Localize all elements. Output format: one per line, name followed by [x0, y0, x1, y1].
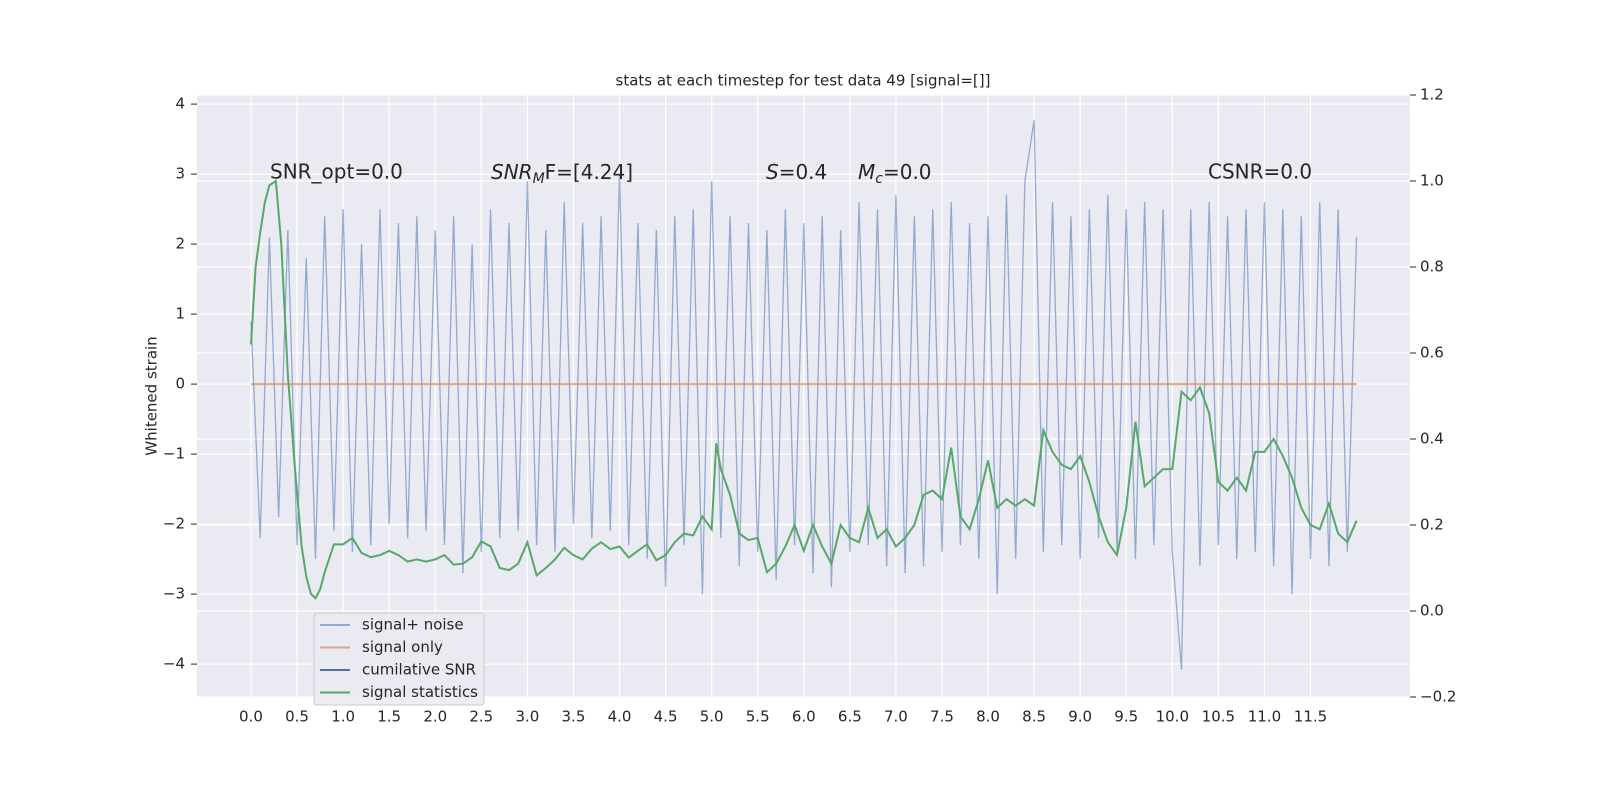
chart-title: stats at each timestep for test data 49 …	[616, 72, 991, 90]
x-tick-label: 8.0	[976, 708, 1000, 726]
x-tick-label: 9.5	[1114, 708, 1138, 726]
y-tick-label: 3	[175, 165, 185, 183]
x-tick-label: 3.0	[515, 708, 539, 726]
x-tick-label: 4.0	[608, 708, 632, 726]
y-tick-label: −2	[163, 515, 185, 533]
y-axis-label: Whitened strain	[143, 336, 161, 455]
x-tick-label: 7.0	[884, 708, 908, 726]
y2-tick-label: 0.4	[1420, 430, 1444, 448]
annotation: CSNR=0.0	[1208, 160, 1312, 184]
x-tick-label: 10.0	[1156, 708, 1189, 726]
y2-tick-label: 0.0	[1420, 602, 1444, 620]
legend-label: signal only	[362, 638, 443, 656]
x-tick-label: 7.5	[930, 708, 954, 726]
y-tick-label: 1	[175, 305, 185, 323]
x-tick-label: 0.0	[239, 708, 263, 726]
y-tick-label: −1	[163, 445, 185, 463]
annotation-base: M	[858, 160, 875, 184]
y-tick-label: 2	[175, 235, 185, 253]
y-tick-label: 0	[175, 375, 185, 393]
annotation-tail: =0.0	[883, 160, 932, 184]
y-tick-label: −3	[163, 585, 185, 603]
x-tick-label: 6.5	[838, 708, 862, 726]
annotation: SNR_opt=0.0	[270, 160, 403, 184]
y2-tick-label: 0.2	[1420, 516, 1444, 534]
y2-tick-label: 1.2	[1420, 86, 1444, 104]
y2-tick-label: −0.2	[1420, 688, 1456, 706]
legend-label: signal+ noise	[362, 616, 464, 634]
y2-tick-label: 0.8	[1420, 258, 1444, 276]
annotation-base: SNR	[491, 160, 533, 184]
legend-label: cumilative SNR	[362, 661, 476, 679]
annotation-sub: c	[875, 171, 883, 187]
x-tick-label: 11.0	[1248, 708, 1281, 726]
annotation-sub: M	[533, 171, 545, 187]
annotation: S=0.4	[766, 160, 827, 184]
annotation: SNRMF=[4.24]	[491, 160, 633, 188]
x-tick-label: 0.5	[285, 708, 309, 726]
x-tick-label: 8.5	[1022, 708, 1046, 726]
x-tick-label: 5.0	[700, 708, 724, 726]
x-tick-label: 9.0	[1068, 708, 1092, 726]
x-tick-label: 10.5	[1202, 708, 1235, 726]
x-tick-label: 2.0	[423, 708, 447, 726]
series-line	[250, 120, 1358, 670]
legend-box	[313, 612, 485, 706]
legend-label: signal statistics	[362, 683, 478, 701]
annotation: Mc=0.0	[858, 160, 932, 188]
y-tick-label: −4	[163, 655, 185, 673]
annotation-tail: =0.4	[779, 160, 828, 184]
x-tick-label: 1.0	[331, 708, 355, 726]
y2-tick-label: 0.6	[1420, 344, 1444, 362]
x-tick-label: 1.5	[377, 708, 401, 726]
series-line	[249, 179, 1358, 600]
y2-tick-label: 1.0	[1420, 172, 1444, 190]
x-tick-label: 5.5	[746, 708, 770, 726]
x-tick-label: 6.0	[792, 708, 816, 726]
annotation-base: S	[766, 160, 779, 184]
y-tick-label: 4	[175, 95, 185, 113]
x-tick-label: 2.5	[469, 708, 493, 726]
x-tick-label: 11.5	[1294, 708, 1327, 726]
x-tick-label: 3.5	[562, 708, 586, 726]
x-tick-label: 4.5	[654, 708, 678, 726]
annotation-tail: F=[4.24]	[545, 160, 633, 184]
